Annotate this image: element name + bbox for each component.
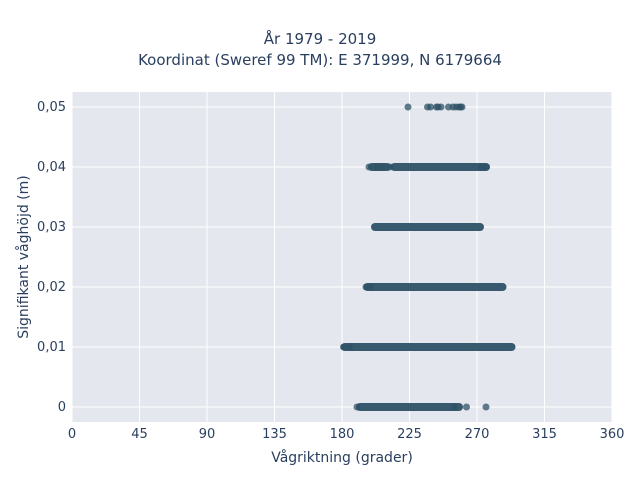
data-point <box>365 163 373 171</box>
data-point <box>379 163 386 171</box>
data-point <box>404 103 412 111</box>
x-tick-label: 360 <box>600 427 625 442</box>
data-point <box>482 163 490 171</box>
y-axis-ticks: 0 0,01 0,02 0,03 0,04 0,05 <box>37 100 66 415</box>
data-point <box>463 403 470 411</box>
x-tick-label: 315 <box>532 427 557 442</box>
y-tick-label: 0,05 <box>37 100 66 115</box>
y-tick-label: 0,02 <box>37 280 66 295</box>
data-point <box>437 103 445 111</box>
chart-title-line1: År 1979 - 2019 <box>263 30 377 48</box>
data-point <box>367 283 374 291</box>
x-tick-label: 135 <box>262 427 287 442</box>
data-point <box>373 163 380 171</box>
y-tick-label: 0,03 <box>37 220 66 235</box>
x-tick-label: 225 <box>397 427 422 442</box>
x-tick-label: 90 <box>199 427 216 442</box>
grid-lines <box>71 92 613 422</box>
x-tick-label: 45 <box>131 427 148 442</box>
y-tick-label: 0 <box>58 400 66 415</box>
data-point <box>386 163 394 171</box>
x-axis-ticks: 0 45 90 135 180 225 270 315 360 <box>68 427 625 442</box>
data-point <box>346 343 353 351</box>
data-point <box>353 403 361 411</box>
data-point <box>340 343 347 351</box>
data-point <box>458 103 466 111</box>
x-tick-label: 0 <box>68 427 76 442</box>
x-axis-title: Vågriktning (grader) <box>271 449 413 466</box>
data-point <box>482 403 490 411</box>
data-point <box>427 103 434 111</box>
y-axis-title: Signifikant våghöjd (m) <box>15 175 32 338</box>
x-tick-label: 180 <box>330 427 355 442</box>
data-markers <box>340 103 516 411</box>
chart-title-line2: Koordinat (Sweref 99 TM): E 371999, N 61… <box>138 51 502 69</box>
y-tick-label: 0,04 <box>37 160 66 175</box>
y-tick-label: 0,01 <box>37 340 66 355</box>
data-point <box>451 403 458 411</box>
x-tick-label: 270 <box>465 427 490 442</box>
